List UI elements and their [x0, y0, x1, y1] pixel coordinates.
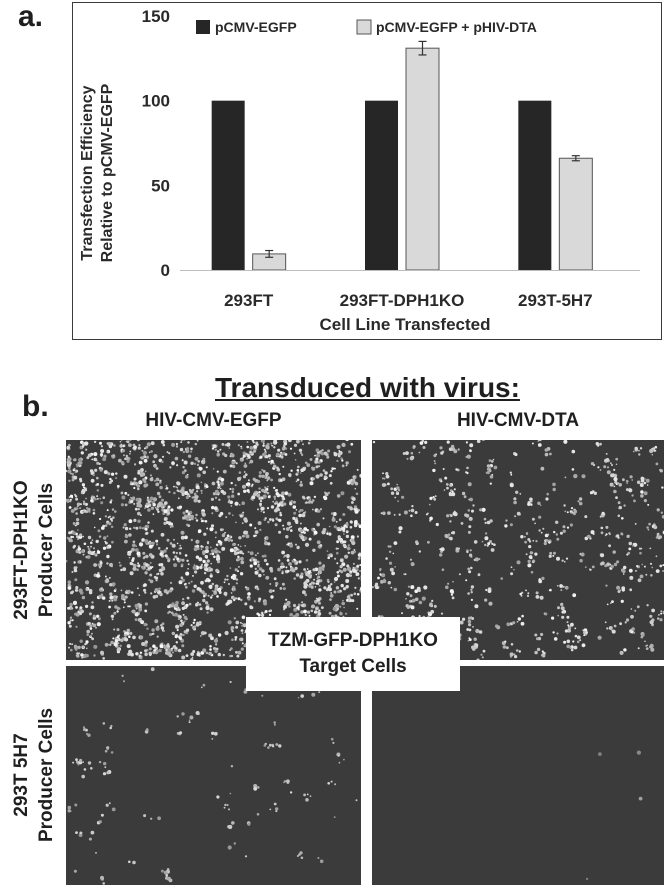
- bar: [558, 157, 593, 271]
- legend-label: pCMV-EGFP: [215, 19, 297, 35]
- panel-b-letter: b.: [22, 390, 49, 423]
- target-cells-label-line1: TZM-GFP-DPH1KO: [268, 630, 438, 651]
- y-tick-label: 100: [142, 92, 170, 111]
- row-label-top: 293FT-DPH1KO Producer Cells: [6, 440, 62, 660]
- x-tick-label: 293FT-DPH1KO: [340, 291, 465, 310]
- legend-label: pCMV-EGFP + pHIV-DTA: [376, 19, 537, 35]
- y-tick-label: 50: [151, 176, 170, 195]
- target-cells-label: TZM-GFP-DPH1KO Target Cells: [246, 617, 460, 691]
- target-cells-label-line2: Target Cells: [299, 656, 407, 677]
- x-axis-title: Cell Line Transfected: [320, 315, 491, 334]
- row-label-bottom-line2: Producer Cells: [36, 707, 57, 843]
- panel-a-letter: a.: [18, 0, 44, 33]
- bar: [365, 100, 398, 271]
- bar: [518, 100, 552, 271]
- row-label-bottom: 293T 5H7 Producer Cells: [6, 665, 62, 885]
- row-label-top-line1: 293FT-DPH1KO: [11, 480, 32, 620]
- y-tick-label: 0: [161, 261, 170, 280]
- x-tick-label: 293T-5H7: [518, 291, 593, 310]
- row-label-bottom-line1: 293T 5H7: [11, 733, 32, 817]
- bar: [405, 47, 440, 271]
- chart-frame: [72, 2, 662, 340]
- column-header-left: HIV-CMV-EGFP: [145, 410, 282, 431]
- legend-swatch: [356, 19, 372, 35]
- micrograph-bottom-left: [66, 666, 361, 885]
- legend-swatch: [196, 20, 210, 34]
- row-label-top-line2: Producer Cells: [36, 482, 57, 618]
- micrograph-bottom-right: [372, 666, 664, 885]
- bar-chart: 0 50 100 150 293FT 293FT-DPH1KO 293T-5H7 Cell L…: [142, 7, 640, 334]
- panel-b-title: Transduced with virus:: [215, 372, 520, 403]
- column-header-right: HIV-CMV-DTA: [456, 410, 580, 431]
- x-tick-label: 293FT: [224, 291, 274, 310]
- y-tick-label: 150: [142, 7, 170, 26]
- bar: [211, 100, 245, 271]
